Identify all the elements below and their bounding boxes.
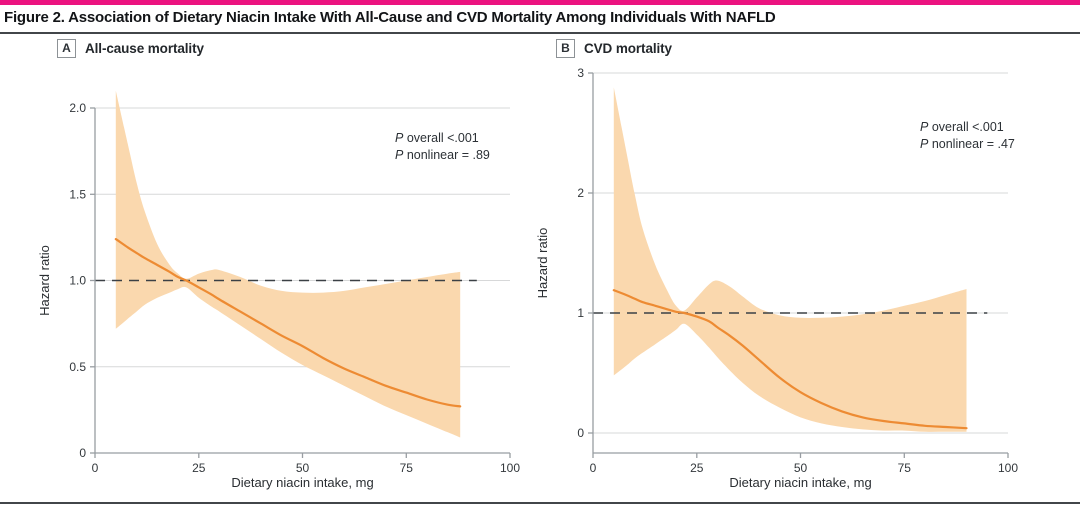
axis-titles: Dietary niacin intake, mg Hazard ratio [535, 228, 872, 490]
panel-a-pvalues: P overall <.001 P nonlinear = .89 [395, 130, 490, 164]
svg-text:100: 100 [500, 461, 520, 475]
hazard-ratio-curve [612, 289, 968, 430]
x-axis: 0 25 50 75 100 [590, 452, 1018, 475]
axis-titles: Dietary niacin intake, mg Hazard ratio [37, 245, 374, 490]
svg-text:0.5: 0.5 [69, 360, 86, 374]
svg-text:50: 50 [296, 461, 310, 475]
svg-text:0: 0 [92, 461, 99, 475]
y-axis: 0 0.5 1.0 1.5 2.0 [69, 101, 96, 460]
figure-accent-bar [0, 0, 1080, 5]
panel-a-header: A All-cause mortality [57, 38, 204, 58]
svg-text:25: 25 [192, 461, 206, 475]
p-overall-text: P overall <.001 [920, 120, 1004, 134]
y-axis: 0 1 2 3 [577, 66, 594, 453]
figure-title: Figure 2. Association of Dietary Niacin … [4, 9, 776, 26]
svg-text:1.0: 1.0 [69, 274, 86, 288]
panel-b-pvalues: P overall <.001 P nonlinear = .47 [920, 119, 1015, 153]
ci-band [115, 90, 461, 438]
svg-text:0: 0 [79, 446, 86, 460]
svg-text:25: 25 [690, 461, 704, 475]
all-cause-mortality-plot: 0 0.5 1.0 1.5 2.0 0 25 50 75 100 Dietary niacin in… [37, 90, 520, 490]
svg-text:1: 1 [577, 306, 584, 320]
svg-text:0: 0 [590, 461, 597, 475]
all-cause-mortality-chart: 0 0.5 1.0 1.5 2.0 0 25 50 75 100 Dietary niacin in… [33, 63, 528, 508]
panel-a-title: All-cause mortality [85, 40, 204, 56]
svg-text:50: 50 [794, 461, 808, 475]
svg-text:Dietary niacin intake, mg: Dietary niacin intake, mg [729, 475, 871, 490]
cvd-mortality-plot: 0 1 2 3 0 25 50 75 100 Dietary niacin intake, mg H… [535, 66, 1018, 490]
cvd-mortality-chart: 0 1 2 3 0 25 50 75 100 Dietary niacin intake, mg H… [531, 63, 1026, 508]
title-divider [0, 32, 1080, 34]
ci-band [613, 87, 967, 432]
panel-b-title: CVD mortality [584, 40, 672, 56]
p-overall-text: P overall <.001 [395, 131, 479, 145]
svg-text:75: 75 [898, 461, 912, 475]
p-nonlinear-text: P nonlinear = .47 [920, 137, 1015, 151]
svg-text:Hazard ratio: Hazard ratio [37, 245, 52, 316]
x-axis: 0 25 50 75 100 [92, 452, 520, 475]
panel-b-label: B [556, 38, 575, 58]
svg-text:3: 3 [577, 66, 584, 80]
p-nonlinear-text: P nonlinear = .89 [395, 148, 490, 162]
svg-text:100: 100 [998, 461, 1018, 475]
svg-text:2.0: 2.0 [69, 101, 86, 115]
svg-text:1.5: 1.5 [69, 187, 86, 201]
svg-text:2: 2 [577, 186, 584, 200]
panel-b-header: B CVD mortality [556, 38, 672, 58]
svg-text:0: 0 [577, 426, 584, 440]
hazard-ratio-curve [114, 238, 462, 408]
bottom-divider [0, 502, 1080, 504]
svg-text:Hazard ratio: Hazard ratio [535, 228, 550, 299]
svg-text:75: 75 [400, 461, 414, 475]
svg-text:Dietary niacin intake, mg: Dietary niacin intake, mg [231, 475, 373, 490]
panel-a-label: A [57, 38, 76, 58]
